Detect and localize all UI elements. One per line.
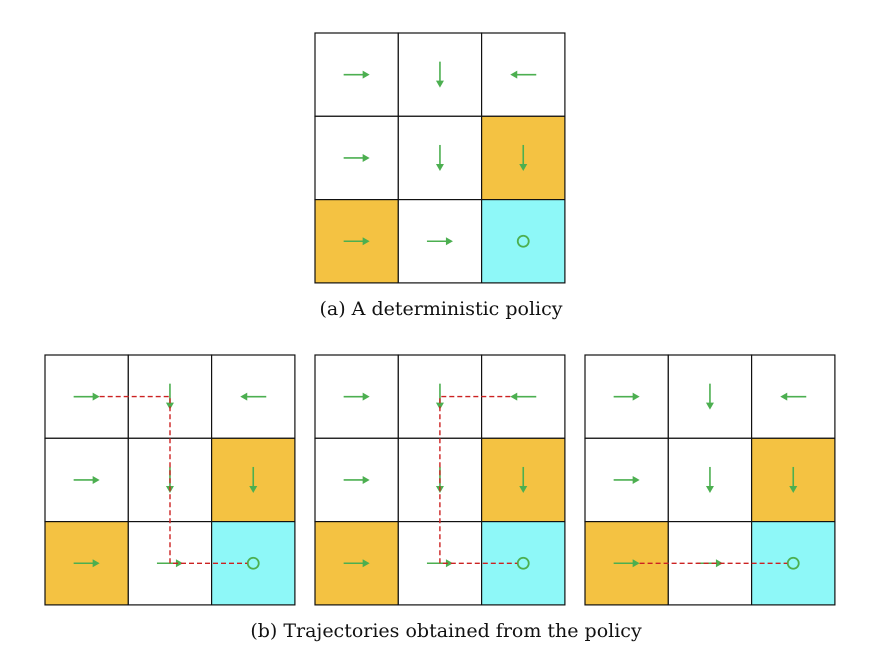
arrow-head — [362, 392, 370, 401]
arrow-head — [362, 475, 370, 484]
arrow-right-icon — [613, 475, 640, 484]
arrow-head — [362, 559, 370, 568]
arrow-head — [362, 237, 370, 246]
cell-target-r2c2 — [750, 520, 836, 606]
arrow-head — [715, 559, 723, 568]
arrow-right-icon — [343, 237, 370, 246]
arrow-head — [92, 559, 100, 568]
arrow-head — [632, 559, 640, 568]
trajectory-grid-2 — [314, 354, 566, 606]
trajectory-grid-3 — [584, 354, 836, 606]
arrow-right-icon — [343, 475, 370, 484]
arrow-right-icon — [343, 153, 370, 162]
arrow-head — [362, 70, 370, 79]
arrow-down-icon — [789, 466, 798, 493]
arrow-down-icon — [705, 466, 714, 493]
arrow-head — [705, 485, 714, 493]
cell-target-r2c2 — [481, 199, 566, 284]
trajectory-path — [439, 395, 518, 564]
arrow-right-icon — [613, 392, 640, 401]
arrow-down-icon — [519, 144, 528, 171]
arrow-head — [510, 392, 518, 401]
arrow-down-icon — [435, 61, 444, 88]
stay-circle-icon — [516, 556, 530, 570]
arrow-head — [175, 559, 183, 568]
arrow-right-icon — [613, 559, 640, 568]
arrow-down-icon — [705, 383, 714, 410]
arrow-right-icon — [73, 392, 100, 401]
arrow-head — [362, 153, 370, 162]
caption-trajectories: (b) Trajectories obtained from the polic… — [250, 620, 642, 642]
arrow-head — [240, 392, 248, 401]
arrow-right-icon — [73, 559, 100, 568]
arrow-head — [510, 70, 518, 79]
arrow-head — [435, 163, 444, 171]
arrow-head — [519, 485, 528, 493]
arrow-head — [165, 402, 174, 410]
arrow-right-icon — [343, 70, 370, 79]
arrow-head — [445, 237, 453, 246]
arrow-head — [632, 392, 640, 401]
cell-forbidden-r2c0 — [584, 520, 669, 606]
arrow-head — [705, 402, 714, 410]
arrow-left-icon — [510, 392, 537, 401]
arrow-right-icon — [343, 559, 370, 568]
arrow-head — [780, 392, 788, 401]
arrow-left-icon — [240, 392, 267, 401]
arrow-left-icon — [510, 70, 537, 79]
arrow-head — [632, 475, 640, 484]
trajectory-path — [99, 395, 248, 564]
arrow-down-icon — [435, 144, 444, 171]
stay-circle-icon — [786, 556, 800, 570]
arrow-head — [519, 163, 528, 171]
arrow-head — [249, 485, 258, 493]
arrow-right-icon — [426, 237, 453, 246]
arrow-head — [92, 475, 100, 484]
arrow-right-icon — [343, 392, 370, 401]
stay-circle-icon — [516, 234, 530, 248]
cell-normal-r0c2 — [211, 354, 296, 439]
arrow-down-icon — [519, 466, 528, 493]
arrow-left-icon — [780, 392, 807, 401]
arrow-head — [435, 402, 444, 410]
arrow-head — [789, 485, 798, 493]
trajectory-grid-1 — [44, 354, 296, 606]
cell-normal-r2c1 — [397, 199, 483, 284]
arrow-down-icon — [249, 466, 258, 493]
arrow-head — [445, 559, 453, 568]
arrow-right-icon — [73, 475, 100, 484]
policy-grid — [314, 32, 566, 284]
stay-circle-icon — [246, 556, 260, 570]
arrow-head — [92, 392, 100, 401]
caption-policy: (a) A deterministic policy — [319, 298, 563, 320]
arrow-head — [435, 80, 444, 88]
